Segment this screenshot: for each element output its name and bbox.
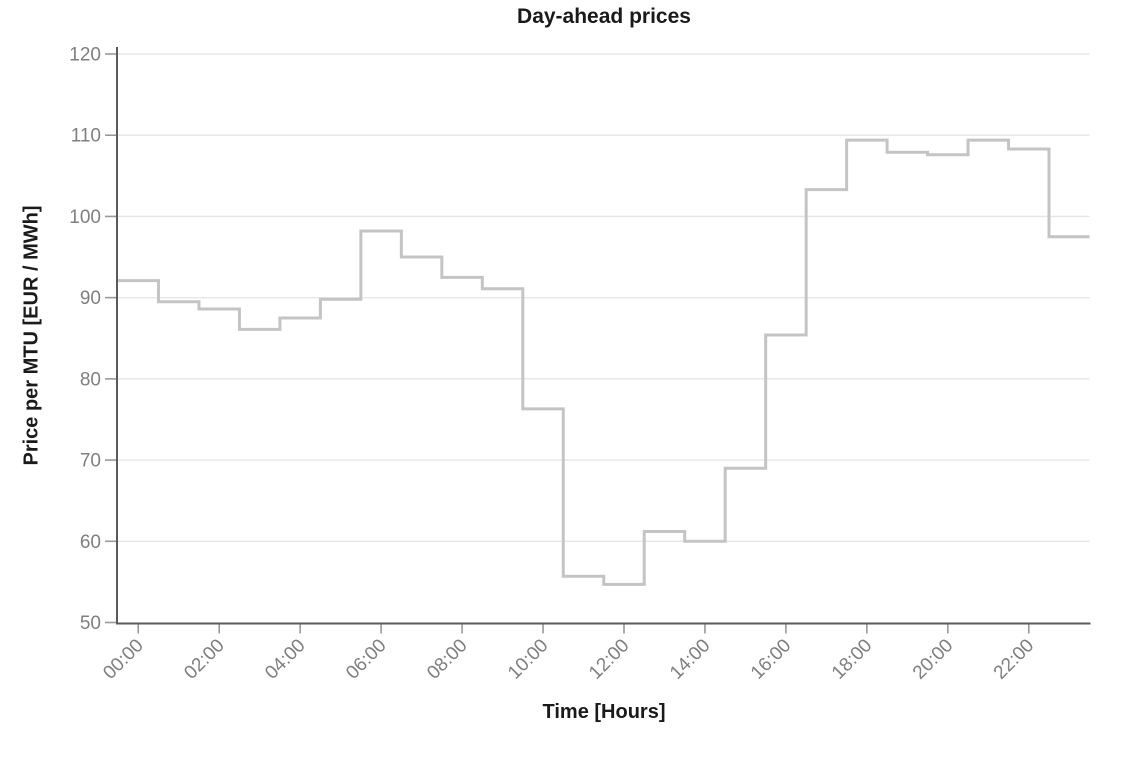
x-tick-label-12:00: 12:00 [585, 635, 633, 683]
y-tick-label-60: 60 [80, 532, 101, 553]
x-tick-label-04:00: 04:00 [261, 635, 309, 683]
price-step-line [118, 138, 1090, 586]
x-tick-label-20:00: 20:00 [909, 635, 957, 683]
x-tick-label-10:00: 10:00 [504, 635, 552, 683]
y-tick-label-110: 110 [71, 126, 101, 147]
x-tick-label-06:00: 06:00 [342, 635, 390, 683]
y-tick-label-70: 70 [80, 451, 101, 472]
x-axis-title: Time [Hours] [542, 701, 666, 723]
x-tick-label-18:00: 18:00 [828, 635, 876, 683]
gridlines [117, 53, 1090, 542]
x-tick-label-00:00: 00:00 [99, 635, 147, 683]
y-tick-label-90: 90 [80, 288, 101, 309]
y-tick-group: 50 60 70 80 90 100 110 120 [69, 45, 116, 634]
x-tick-label-08:00: 08:00 [423, 635, 471, 683]
y-axis-title: Price per MTU [EUR / MWh] [20, 205, 43, 466]
x-tick-label-02:00: 02:00 [180, 635, 228, 683]
x-tick-group: 00:00 02:00 04:00 06:00 08:00 10:00 12:00 14:00… [99, 624, 1038, 684]
x-tick-label-22:00: 22:00 [990, 635, 1038, 683]
y-tick-label-50: 50 [80, 613, 101, 634]
axes [116, 47, 1091, 625]
chart-title: Day-ahead prices [517, 5, 691, 28]
y-tick-label-80: 80 [80, 369, 101, 390]
x-tick-label-14:00: 14:00 [666, 635, 714, 683]
y-tick-label-100: 100 [69, 207, 101, 228]
x-tick-label-16:00: 16:00 [747, 635, 795, 683]
y-tick-label-120: 120 [69, 45, 101, 66]
